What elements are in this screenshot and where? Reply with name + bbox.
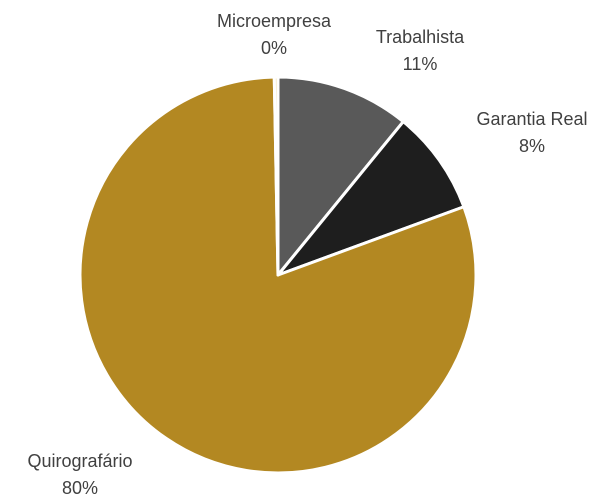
- slice-value-label: 80%: [62, 478, 98, 495]
- slice-label: Trabalhista: [376, 27, 465, 47]
- slice-label: Quirografário: [27, 451, 132, 471]
- slice-value-label: 0%: [261, 38, 287, 58]
- slice-label: Garantia Real: [476, 109, 587, 129]
- pie-slice: [276, 75, 405, 277]
- pie-slice: [276, 120, 466, 277]
- pie-slice: [272, 75, 280, 277]
- slice-value-label: 11%: [403, 54, 438, 74]
- slice-label: Microempresa: [217, 11, 332, 31]
- slice-value-label: 8%: [519, 136, 545, 156]
